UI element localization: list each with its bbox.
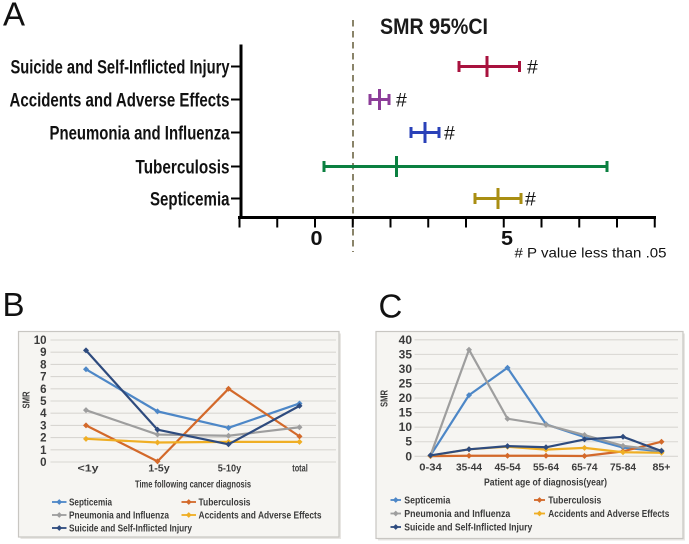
svg-text:Pneumonia and Influenza: Pneumonia and Influenza: [69, 511, 169, 522]
svg-text:40: 40: [399, 333, 413, 347]
svg-text:Time following cancer diagnosi: Time following cancer diagnosis: [135, 479, 251, 491]
svg-text:5: 5: [501, 228, 513, 250]
svg-text:45-54: 45-54: [495, 462, 521, 474]
svg-text:Accidents and Adverse Effects: Accidents and Adverse Effects: [10, 91, 230, 112]
svg-text:30: 30: [399, 362, 413, 376]
svg-text:Tuberculosis: Tuberculosis: [199, 498, 251, 509]
svg-text:Tuberculosis: Tuberculosis: [548, 496, 601, 507]
svg-text:Pneumonia and Influenza: Pneumonia and Influenza: [50, 124, 230, 145]
svg-text:5: 5: [40, 396, 47, 408]
svg-text:55-64: 55-64: [533, 462, 559, 474]
svg-text:total: total: [292, 463, 308, 475]
svg-text:SMR: SMR: [379, 390, 391, 407]
svg-text:35-44: 35-44: [456, 462, 482, 474]
svg-text:Tuberculosis: Tuberculosis: [136, 158, 230, 179]
svg-text:10: 10: [399, 420, 413, 434]
svg-text:Septicemia: Septicemia: [404, 496, 450, 507]
svg-text:9: 9: [40, 347, 46, 359]
svg-text:7: 7: [40, 372, 46, 384]
svg-text:4: 4: [40, 408, 47, 420]
svg-text:#: #: [527, 57, 538, 79]
svg-text:Suicide and Self-Inflicted Inj: Suicide and Self-Inflicted Injury: [11, 58, 230, 79]
svg-text:1-5y: 1-5y: [148, 463, 170, 475]
svg-text:SMR 95%CI: SMR 95%CI: [380, 14, 488, 39]
svg-text:Accidents and Adverse Effects: Accidents and Adverse Effects: [199, 511, 322, 522]
svg-text:65-74: 65-74: [572, 462, 598, 474]
svg-text:Accidents and Adverse Effects: Accidents and Adverse Effects: [548, 509, 669, 520]
svg-text:0: 0: [311, 228, 323, 250]
svg-text:B: B: [3, 286, 25, 323]
svg-text:Septicemia: Septicemia: [69, 498, 112, 509]
svg-text:6: 6: [40, 384, 46, 396]
svg-text:3: 3: [40, 420, 46, 432]
svg-text:85+: 85+: [653, 462, 671, 474]
svg-text:A: A: [3, 0, 25, 33]
svg-text:Patient age of diagnosis(year): Patient age of diagnosis(year): [484, 477, 607, 489]
svg-text:Pneumonia and Influenza: Pneumonia and Influenza: [404, 509, 510, 520]
svg-text:Suicide and Self-Inflicted Inj: Suicide and Self-Inflicted Injury: [69, 524, 192, 535]
svg-text:15: 15: [399, 406, 413, 420]
svg-text:8: 8: [40, 359, 47, 371]
svg-text:25: 25: [399, 377, 413, 391]
svg-text:2: 2: [40, 433, 46, 445]
svg-text:5-10y: 5-10y: [218, 463, 242, 475]
svg-text:Septicemia: Septicemia: [150, 190, 230, 211]
svg-text:5: 5: [405, 435, 412, 449]
svg-text:0: 0: [405, 449, 412, 463]
svg-text:20: 20: [399, 391, 413, 405]
svg-text:#: #: [444, 123, 455, 145]
svg-text:#: #: [525, 189, 536, 211]
svg-text:<1y: <1y: [78, 463, 99, 475]
svg-text:10: 10: [34, 335, 47, 347]
svg-text:Suicide and Self-Inflicted Inj: Suicide and Self-Inflicted Injury: [404, 523, 532, 534]
svg-text:C: C: [379, 288, 403, 325]
svg-text:35: 35: [399, 347, 413, 361]
svg-text:1: 1: [40, 445, 47, 457]
svg-text:#: #: [396, 90, 407, 112]
svg-text:0: 0: [40, 457, 46, 469]
svg-text:SMR: SMR: [20, 391, 32, 408]
svg-text:0-34: 0-34: [419, 462, 442, 474]
svg-text:75-84: 75-84: [610, 462, 636, 474]
svg-text:# P value less than .05: # P value less than .05: [515, 245, 667, 261]
